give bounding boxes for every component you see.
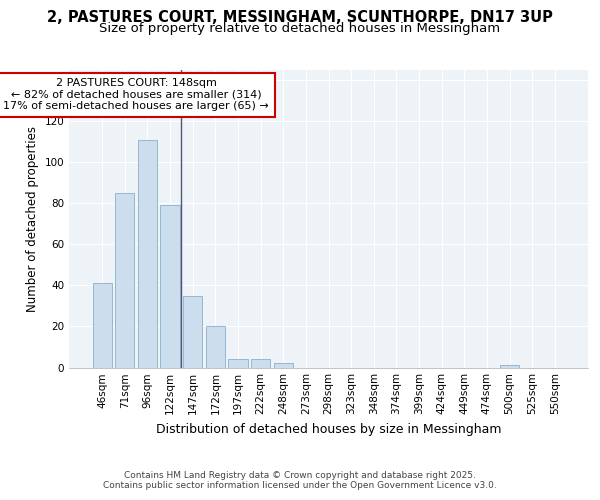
- Bar: [206, 326, 225, 368]
- Text: 2, PASTURES COURT, MESSINGHAM, SCUNTHORPE, DN17 3UP: 2, PASTURES COURT, MESSINGHAM, SCUNTHORP…: [47, 10, 553, 25]
- Bar: [274, 364, 293, 368]
- Bar: [229, 360, 248, 368]
- Text: 2 PASTURES COURT: 148sqm
← 82% of detached houses are smaller (314)
17% of semi-: 2 PASTURES COURT: 148sqm ← 82% of detach…: [3, 78, 269, 112]
- X-axis label: Distribution of detached houses by size in Messingham: Distribution of detached houses by size …: [156, 423, 501, 436]
- Bar: [183, 296, 202, 368]
- Bar: [251, 360, 270, 368]
- Text: Size of property relative to detached houses in Messingham: Size of property relative to detached ho…: [100, 22, 500, 35]
- Bar: [160, 206, 180, 368]
- Bar: [115, 193, 134, 368]
- Bar: [138, 140, 157, 368]
- Bar: [500, 366, 519, 368]
- Text: Contains public sector information licensed under the Open Government Licence v3: Contains public sector information licen…: [103, 482, 497, 490]
- Text: Contains HM Land Registry data © Crown copyright and database right 2025.: Contains HM Land Registry data © Crown c…: [124, 472, 476, 480]
- Bar: [92, 284, 112, 368]
- Y-axis label: Number of detached properties: Number of detached properties: [26, 126, 39, 312]
